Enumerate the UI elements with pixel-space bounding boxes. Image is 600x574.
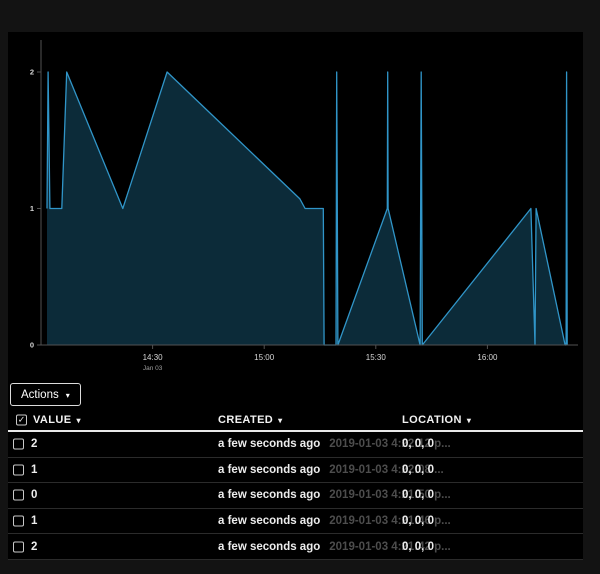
table-row: 0 a few seconds ago2019-01-03 4:21:50 p.… [8,483,583,509]
check-icon: ✓ [18,415,26,424]
location-cell: 0, 0, 0 [402,541,434,553]
svg-text:15:00: 15:00 [254,353,275,362]
actions-button-label: Actions [21,389,59,401]
location-cell: 0, 0, 0 [402,438,434,450]
created-relative-text: a few seconds ago [218,489,320,501]
created-relative-text: a few seconds ago [218,438,320,450]
sort-caret-icon: ▾ [76,416,80,425]
value-cell: 1 [31,515,37,527]
row-checkbox[interactable] [13,490,24,501]
value-cell: 0 [31,489,37,501]
svg-text:0: 0 [30,341,34,350]
location-cell: 0, 0, 0 [402,489,434,501]
header-checkbox[interactable]: ✓ [16,415,27,426]
column-header-created-label: CREATED [218,414,273,426]
column-header-created[interactable]: CREATED ▾ [218,414,282,426]
svg-text:14:30: 14:30 [143,353,164,362]
created-relative-text: a few seconds ago [218,464,320,476]
svg-text:2: 2 [30,68,34,77]
row-checkbox[interactable] [13,516,24,527]
table-row: 2 a few seconds ago2019-01-03 4:22:12 p.… [8,432,583,458]
svg-text:16:00: 16:00 [477,353,498,362]
app-background: 01214:30Jan 0315:0015:3016:00 Actions ▾ … [0,0,600,574]
row-checkbox[interactable] [13,541,24,552]
table-header: ✓ VALUE ▾ CREATED ▾ LOCATION ▾ [8,410,583,432]
created-relative-text: a few seconds ago [218,541,320,553]
value-cell: 1 [31,464,37,476]
value-cell: 2 [31,438,37,450]
created-relative-text: a few seconds ago [218,515,320,527]
column-header-location-label: LOCATION [402,414,462,426]
row-checkbox[interactable] [13,464,24,475]
location-cell: 0, 0, 0 [402,515,434,527]
location-cell: 0, 0, 0 [402,464,434,476]
value-area-chart: 0 1 2 14:30 Jan 03 15:00 15:30 16:00 [8,32,583,378]
sort-caret-icon: ▾ [467,416,471,425]
dashboard-panel: 01214:30Jan 0315:0015:3016:00 Actions ▾ … [8,32,583,558]
table-row: 1 a few seconds ago2019-01-03 4:22:08 ..… [8,458,583,484]
row-checkbox[interactable] [13,439,24,450]
table-row: 2 a few seconds ago2019-01-03 4:21:42 p.… [8,534,583,560]
table-body: 2 a few seconds ago2019-01-03 4:22:12 p.… [8,432,583,560]
caret-down-icon: ▾ [66,392,70,400]
column-header-location[interactable]: LOCATION ▾ [402,414,471,426]
value-cell: 2 [31,541,37,553]
svg-text:Jan 03: Jan 03 [143,365,163,372]
sort-caret-icon: ▾ [278,416,282,425]
table-row: 1 a few seconds ago2019-01-03 4:21:46 p.… [8,509,583,535]
svg-text:15:30: 15:30 [366,353,387,362]
svg-text:1: 1 [30,204,34,213]
column-header-value[interactable]: VALUE ▾ [33,414,80,426]
actions-button[interactable]: Actions ▾ [10,383,81,406]
data-table: ✓ VALUE ▾ CREATED ▾ LOCATION ▾ 2 a few seco… [8,410,583,560]
column-header-value-label: VALUE [33,414,71,426]
